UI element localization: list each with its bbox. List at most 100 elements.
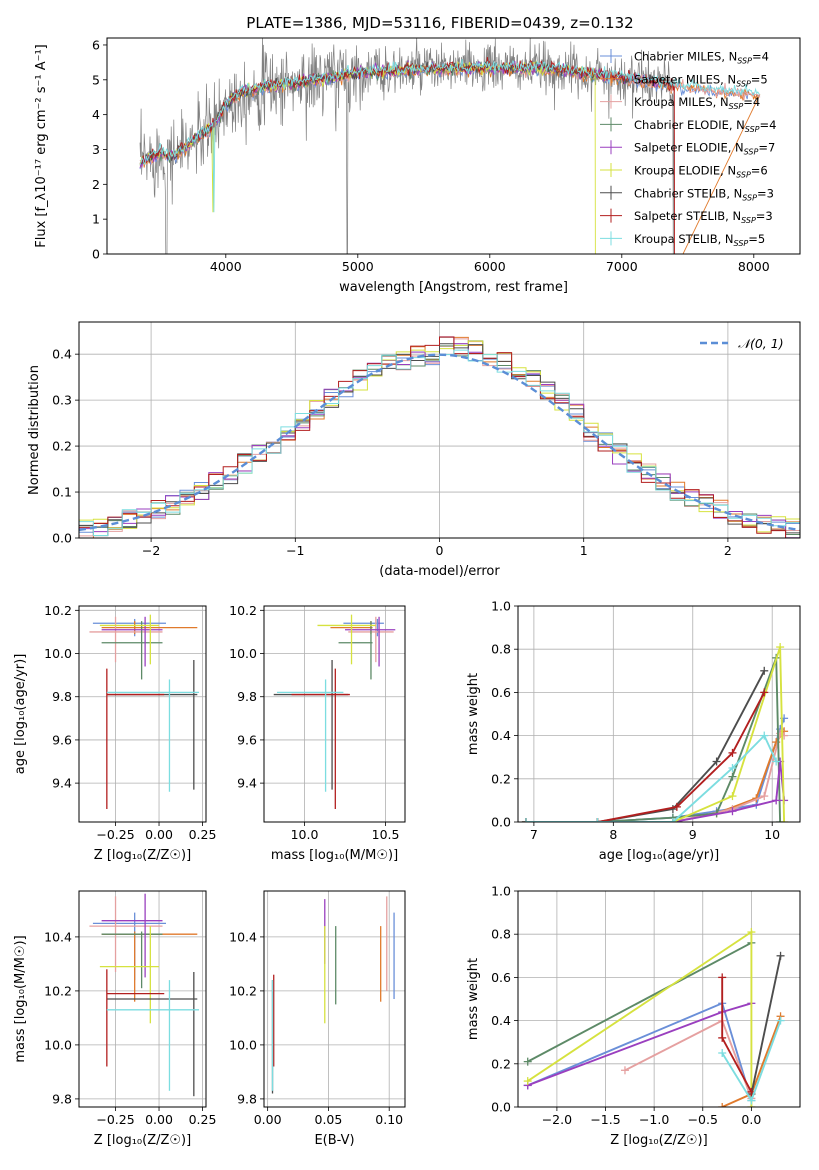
errorbar-point (338, 621, 373, 680)
errorbar-point (99, 614, 160, 665)
y-tick-label: 10.2 (44, 983, 72, 998)
y-tick-label: 9.8 (52, 689, 72, 704)
x-tick-label: −2.0 (542, 1112, 572, 1127)
spectrum-frame (106, 37, 801, 255)
mass-weight-marker (780, 818, 789, 822)
x-tick-label: −2 (142, 543, 160, 558)
x-axis-label: wavelength [Angstrom, rest frame] (339, 280, 568, 295)
age_vs_mass-plot (273, 614, 396, 810)
massweight_vs_Z-axes: −2.0 −1.5 −1.0 −0.5 0.0 0.0 0.2 0.4 0.6 0.8 1.0 Z [… (466, 884, 800, 1148)
y-tick-label: 10.0 (44, 1037, 72, 1052)
massweight_vs_age-axes: 7 8 9 10 0.0 0.2 0.4 0.6 0.8 1.0 age [log₁₀(age/yr… (466, 599, 800, 863)
errorbar-point (317, 614, 376, 665)
mass_vs_EBV-axes: 0.00 0.05 0.10 9.8 10.0 10.2 10.4 E(B-V) (229, 891, 405, 1148)
mass-weight-marker (718, 1033, 727, 1042)
y-tick-label: 10.2 (229, 603, 257, 618)
x-tick-label: −0.25 (96, 827, 134, 842)
mass-weight-marker (718, 973, 727, 982)
y-axis-label: mass weight (466, 673, 481, 755)
mass-weight-marker (747, 1096, 756, 1105)
residuals-legend: 𝒩(0, 1) (700, 336, 784, 351)
x-tick-label: −1.0 (639, 1112, 669, 1127)
spectrum-axes: 4000 5000 6000 7000 8000 0 1 2 3 4 5 6 wavelength [A… (34, 37, 770, 295)
mass-weight-marker (760, 731, 769, 740)
mass-weight-marker (593, 818, 602, 822)
y-tick-label: 0.4 (491, 728, 511, 743)
errorbar-point (101, 621, 163, 680)
errorbar-point (106, 660, 198, 790)
legend-entry-label: Salpeter ELODIE, NSSP=7 (634, 141, 775, 157)
x-tick-label: 6000 (474, 259, 506, 274)
y-tick-label: 9.8 (237, 1091, 257, 1106)
y-tick-label: 9.4 (237, 776, 257, 791)
residuals-frame (78, 321, 801, 539)
x-tick-label: 4000 (210, 259, 242, 274)
mass-weight-marker (772, 757, 781, 766)
y-tick-label: 0.8 (491, 927, 511, 942)
y-tick-label: 0.8 (491, 642, 511, 657)
x-tick-label: 7000 (606, 259, 638, 274)
mass-weight-series-line (527, 930, 753, 1107)
y-tick-label: 0.2 (491, 1056, 511, 1071)
massweight_vs_age-plot (521, 643, 789, 822)
mass-weight-marker (728, 807, 737, 816)
y-tick-label: 10.2 (44, 603, 72, 618)
residual-histogram-step (79, 343, 800, 537)
mass-weight-marker (728, 748, 737, 757)
y-tick-label: 5 (92, 72, 100, 87)
errorbar-point (99, 926, 160, 1024)
y-tick-label: 0.6 (491, 685, 511, 700)
y-tick-label: 9.6 (237, 732, 257, 747)
x-tick-label: −0.25 (96, 1112, 134, 1127)
legend-entry-label: Kroupa MILES, NSSP=4 (634, 95, 760, 111)
age_vs_mass-frame (263, 605, 406, 823)
model-spectrum-line (139, 59, 761, 213)
age_vs_mass-axes: 10.0 10.5 9.4 9.6 9.8 10.0 10.2 mass [log₁₀(M/M… (229, 603, 405, 863)
legend-entry-label: 𝒩(0, 1) (738, 336, 784, 351)
y-tick-label: 4 (92, 107, 100, 122)
y-tick-label: 9.4 (52, 776, 72, 791)
mass-weight-series-line (624, 1019, 753, 1099)
mass-weight-marker (728, 792, 737, 801)
mass-weight-series-line (525, 733, 778, 822)
spectrum-plot (139, 38, 761, 254)
mass_vs_EBV-frame (263, 890, 406, 1108)
massweight_vs_Z-frame (517, 890, 801, 1108)
mass-weight-marker (718, 1103, 727, 1107)
y-axis-label: Flux [f_λ10⁻¹⁷ erg cm⁻² s⁻¹ A⁻¹] (34, 44, 49, 248)
mass-weight-series-line (750, 955, 782, 1095)
y-tick-label: 6 (92, 37, 100, 52)
mass-weight-marker (521, 818, 530, 822)
y-tick-label: 0.4 (52, 347, 72, 362)
x-tick-label: −1 (286, 543, 304, 558)
mass-weight-series-line (525, 657, 782, 822)
mass-weight-marker (776, 643, 785, 652)
x-tick-label: 2 (724, 543, 732, 558)
errorbar-point (101, 893, 163, 978)
mass-weight-series-line (527, 1002, 753, 1101)
residual-histogram-step (79, 336, 800, 538)
y-axis-label: mass weight (466, 958, 481, 1040)
x-axis-label: age [log₁₀(age/yr)] (599, 848, 720, 863)
mass-weight-marker (620, 1066, 629, 1075)
model-spectrum-line (139, 60, 596, 254)
mass-weight-marker (772, 796, 781, 805)
x-axis-label: Z [log₁₀(Z/Z☉)] (610, 1133, 707, 1148)
x-tick-label: 0.00 (145, 827, 173, 842)
y-tick-label: 10.0 (44, 646, 72, 661)
x-tick-label: 0.10 (375, 1112, 403, 1127)
x-tick-label: −1.5 (590, 1112, 620, 1127)
errorbar-point (343, 618, 384, 637)
x-tick-label: 0.05 (315, 1112, 343, 1127)
x-axis-label: Z [log₁₀(Z/Z☉)] (94, 1133, 191, 1148)
legend-entry-label: Salpeter MILES, NSSP=5 (634, 72, 768, 88)
mass-weight-marker (718, 1049, 727, 1057)
y-axis-label: mass [log₁₀(M/M☉)] (13, 935, 28, 1062)
massweight_vs_Z-plot (523, 928, 785, 1107)
mass_vs_Z-frame (78, 890, 207, 1108)
y-tick-label: 0.1 (52, 485, 72, 500)
errorbar-point (276, 679, 344, 792)
x-tick-label: 8000 (738, 259, 770, 274)
x-axis-label: mass [log₁₀(M/M☉)] (271, 848, 398, 863)
